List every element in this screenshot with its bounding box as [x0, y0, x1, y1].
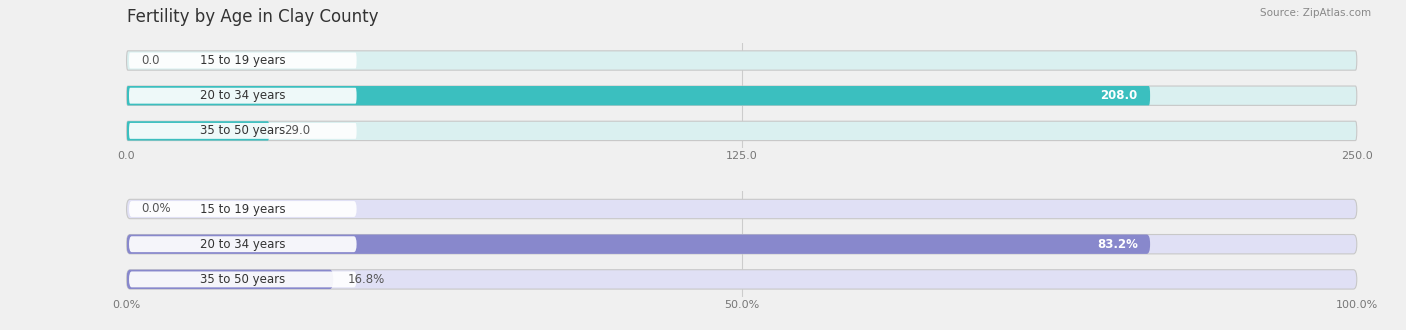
FancyBboxPatch shape [129, 272, 357, 287]
FancyBboxPatch shape [129, 201, 357, 217]
Text: 20 to 34 years: 20 to 34 years [200, 89, 285, 102]
Text: 0.0%: 0.0% [141, 203, 172, 215]
FancyBboxPatch shape [127, 121, 1357, 141]
FancyBboxPatch shape [127, 86, 1150, 105]
FancyBboxPatch shape [127, 121, 270, 141]
Text: 20 to 34 years: 20 to 34 years [200, 238, 285, 251]
FancyBboxPatch shape [129, 123, 357, 139]
Text: 35 to 50 years: 35 to 50 years [200, 124, 285, 137]
Text: 83.2%: 83.2% [1097, 238, 1137, 251]
Text: 15 to 19 years: 15 to 19 years [200, 54, 285, 67]
Text: Fertility by Age in Clay County: Fertility by Age in Clay County [127, 8, 378, 26]
Text: 15 to 19 years: 15 to 19 years [200, 203, 285, 215]
Text: 208.0: 208.0 [1101, 89, 1137, 102]
Text: 16.8%: 16.8% [349, 273, 385, 286]
FancyBboxPatch shape [127, 199, 1357, 219]
Text: 0.0: 0.0 [141, 54, 160, 67]
FancyBboxPatch shape [127, 235, 1357, 254]
FancyBboxPatch shape [127, 235, 1150, 254]
FancyBboxPatch shape [127, 51, 1357, 70]
FancyBboxPatch shape [127, 270, 1357, 289]
Text: 35 to 50 years: 35 to 50 years [200, 273, 285, 286]
FancyBboxPatch shape [127, 270, 333, 289]
FancyBboxPatch shape [127, 86, 1357, 105]
FancyBboxPatch shape [129, 88, 357, 104]
FancyBboxPatch shape [129, 236, 357, 252]
Text: 29.0: 29.0 [284, 124, 311, 137]
Text: Source: ZipAtlas.com: Source: ZipAtlas.com [1260, 8, 1371, 18]
FancyBboxPatch shape [129, 52, 357, 68]
